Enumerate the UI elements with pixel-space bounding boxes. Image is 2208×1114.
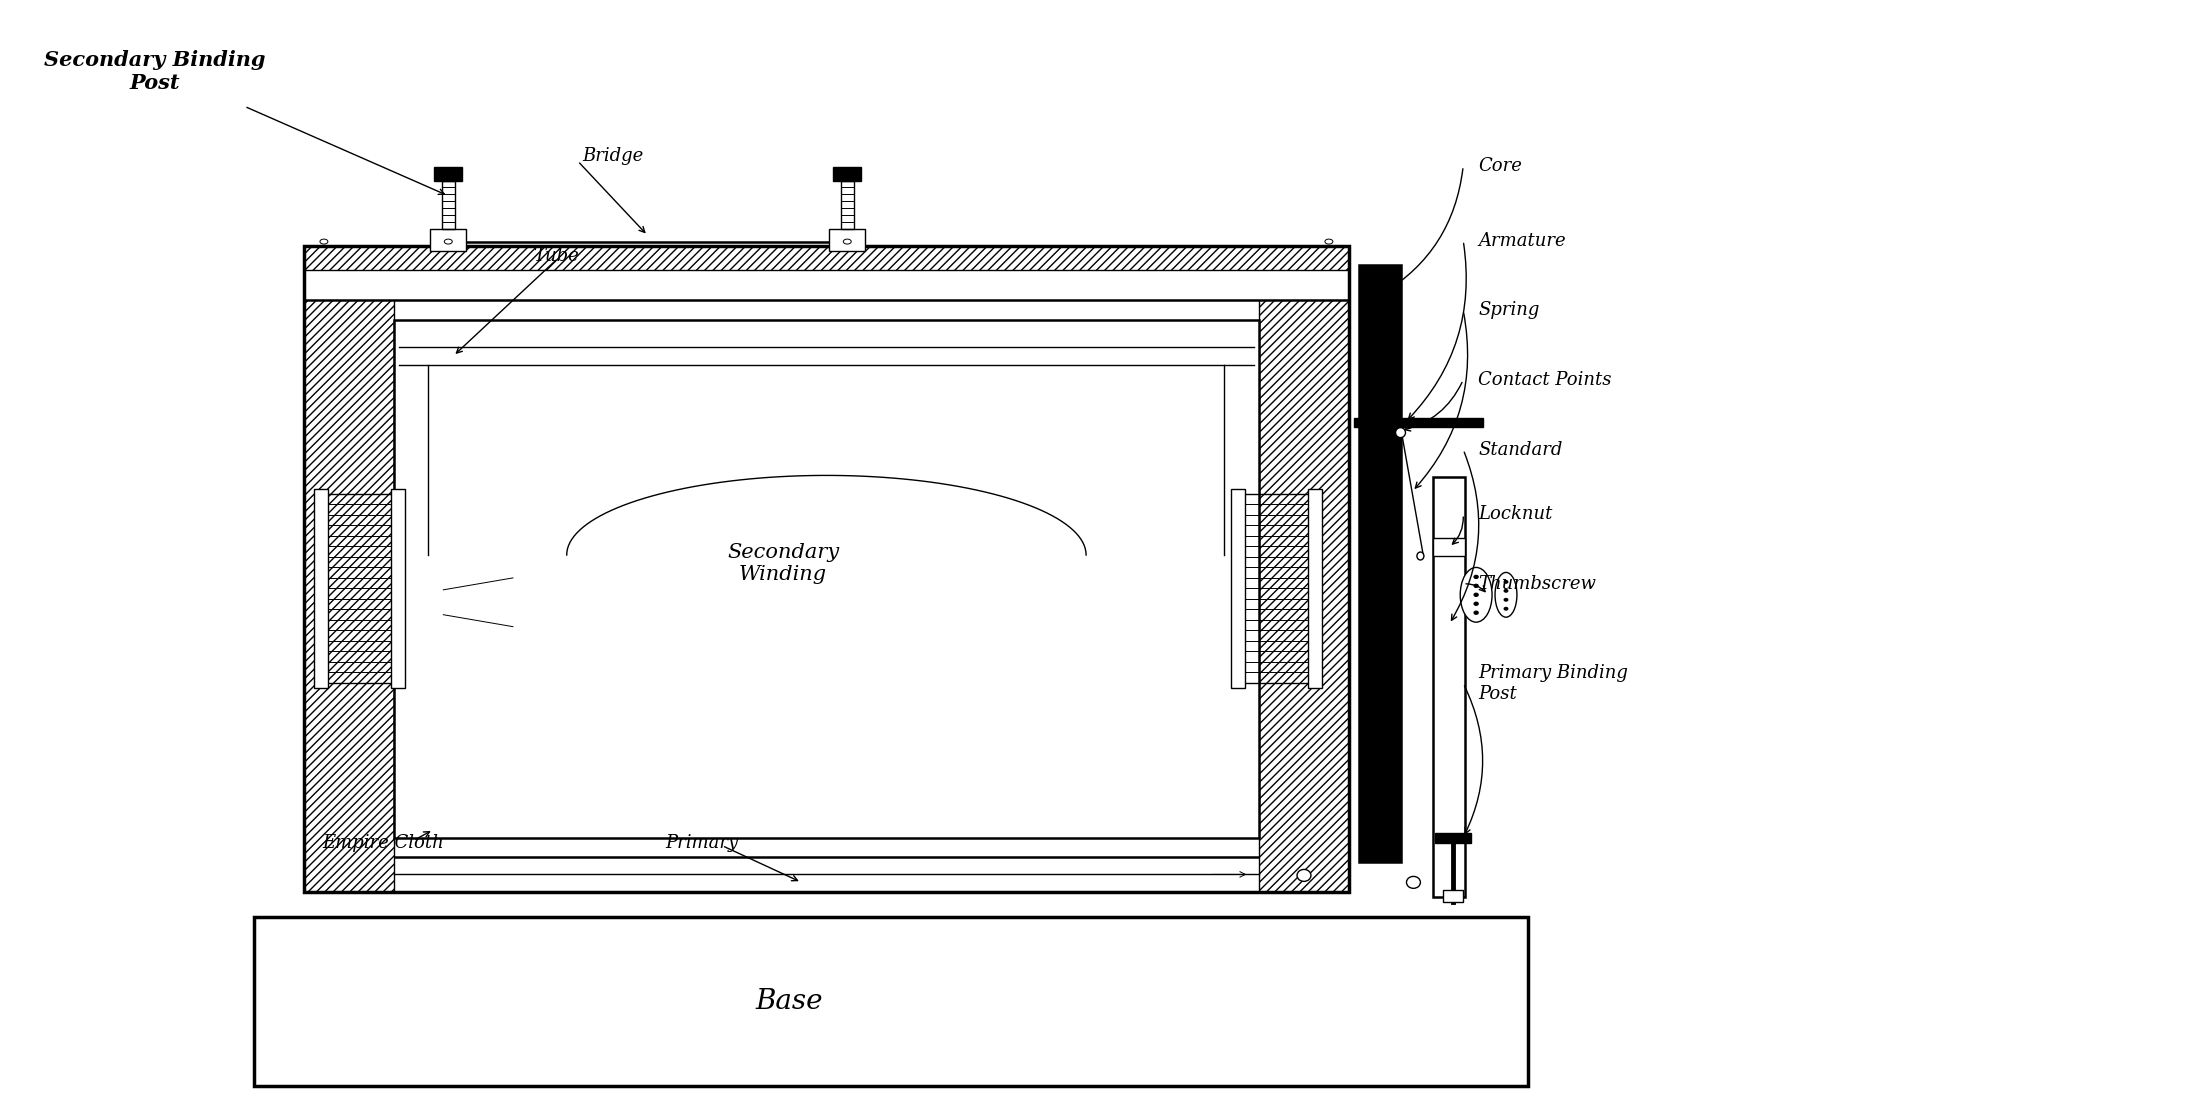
Bar: [442, 180, 455, 228]
Ellipse shape: [1504, 580, 1508, 583]
Bar: [1232, 489, 1245, 687]
Bar: [393, 320, 1259, 838]
Ellipse shape: [843, 240, 852, 244]
Ellipse shape: [1504, 598, 1508, 602]
Ellipse shape: [1475, 576, 1477, 578]
Text: Secondary
Winding: Secondary Winding: [726, 543, 839, 584]
Bar: [1354, 418, 1484, 427]
Bar: [832, 167, 861, 180]
Bar: [322, 494, 397, 683]
Bar: [391, 489, 404, 687]
Text: Base: Base: [755, 988, 824, 1015]
Bar: [1358, 265, 1400, 862]
Bar: [1444, 890, 1464, 902]
Text: Bridge: Bridge: [583, 147, 645, 165]
Bar: [435, 167, 461, 180]
Text: Armature: Armature: [1477, 232, 1565, 250]
Ellipse shape: [1296, 869, 1312, 881]
Ellipse shape: [1475, 603, 1477, 605]
Text: Primary: Primary: [665, 833, 740, 851]
Ellipse shape: [1406, 877, 1420, 888]
Text: Standard: Standard: [1477, 440, 1563, 459]
Ellipse shape: [1504, 607, 1508, 610]
Bar: [841, 180, 854, 228]
Ellipse shape: [1504, 589, 1508, 592]
Text: Locknut: Locknut: [1477, 506, 1552, 524]
Text: Core: Core: [1477, 157, 1521, 175]
Ellipse shape: [1475, 612, 1477, 614]
Text: Tube: Tube: [532, 246, 578, 264]
Bar: [1433, 538, 1466, 556]
Ellipse shape: [1459, 567, 1493, 623]
Bar: [1259, 245, 1349, 892]
Text: Empire Cloth: Empire Cloth: [322, 833, 444, 851]
Bar: [1307, 489, 1323, 687]
Bar: [314, 489, 329, 687]
Bar: [305, 245, 1349, 271]
Bar: [305, 245, 1349, 301]
Text: Contact Points: Contact Points: [1477, 371, 1612, 389]
Ellipse shape: [1475, 594, 1477, 596]
Bar: [830, 228, 866, 251]
Ellipse shape: [320, 240, 329, 244]
Bar: [305, 245, 393, 892]
Ellipse shape: [1418, 553, 1424, 560]
Text: Thumbscrew: Thumbscrew: [1477, 575, 1596, 593]
Bar: [1433, 477, 1466, 897]
Bar: [431, 228, 466, 251]
Ellipse shape: [1325, 240, 1334, 244]
Text: Primary Binding
Post: Primary Binding Post: [1477, 664, 1627, 703]
Ellipse shape: [1395, 428, 1406, 438]
Bar: [305, 245, 1349, 892]
Ellipse shape: [1495, 573, 1517, 617]
Bar: [305, 858, 1349, 892]
Bar: [1435, 832, 1471, 842]
Ellipse shape: [1475, 585, 1477, 587]
Text: Spring: Spring: [1477, 301, 1539, 320]
Text: Secondary Binding
Post: Secondary Binding Post: [44, 50, 265, 94]
Ellipse shape: [444, 240, 453, 244]
Bar: [254, 917, 1528, 1086]
Bar: [1239, 494, 1314, 683]
